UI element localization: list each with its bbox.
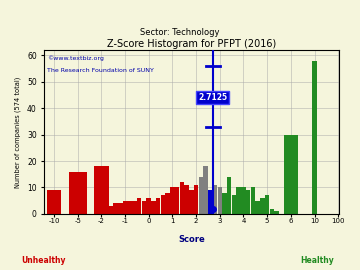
Text: ©www.textbiz.org: ©www.textbiz.org bbox=[48, 55, 104, 61]
Bar bbox=[123, 201, 127, 214]
Bar bbox=[132, 201, 137, 214]
Text: 2.7125: 2.7125 bbox=[198, 93, 228, 102]
Bar bbox=[161, 195, 165, 214]
Bar bbox=[170, 187, 175, 214]
Y-axis label: Number of companies (574 total): Number of companies (574 total) bbox=[15, 76, 22, 188]
Bar bbox=[184, 185, 189, 214]
Bar bbox=[217, 187, 222, 214]
Bar bbox=[137, 198, 141, 214]
Bar bbox=[203, 166, 208, 214]
Bar bbox=[108, 206, 113, 214]
Bar bbox=[265, 195, 269, 214]
Bar bbox=[199, 177, 203, 214]
X-axis label: Score: Score bbox=[178, 235, 205, 244]
Text: The Research Foundation of SUNY: The Research Foundation of SUNY bbox=[48, 68, 154, 73]
Bar bbox=[156, 198, 161, 214]
Bar bbox=[69, 172, 87, 214]
Bar bbox=[180, 182, 184, 214]
Bar bbox=[255, 201, 260, 214]
Bar bbox=[165, 193, 170, 214]
Bar bbox=[227, 177, 231, 214]
Bar bbox=[151, 201, 156, 214]
Bar bbox=[189, 190, 194, 214]
Bar bbox=[270, 209, 274, 214]
Text: Unhealthy: Unhealthy bbox=[21, 256, 66, 265]
Bar bbox=[194, 185, 198, 214]
Bar bbox=[127, 201, 132, 214]
Bar bbox=[311, 61, 318, 214]
Bar bbox=[47, 190, 61, 214]
Bar bbox=[237, 187, 241, 214]
Bar bbox=[113, 203, 118, 214]
Bar bbox=[241, 187, 246, 214]
Bar bbox=[118, 203, 122, 214]
Bar bbox=[251, 187, 255, 214]
Bar bbox=[274, 211, 279, 214]
Title: Z-Score Histogram for PFPT (2016): Z-Score Histogram for PFPT (2016) bbox=[107, 39, 276, 49]
Bar bbox=[222, 193, 227, 214]
Bar bbox=[260, 198, 265, 214]
Bar bbox=[213, 185, 217, 214]
Bar bbox=[284, 135, 298, 214]
Bar bbox=[147, 198, 151, 214]
Bar bbox=[104, 187, 108, 214]
Bar bbox=[94, 166, 109, 214]
Text: Sector: Technology: Sector: Technology bbox=[140, 28, 220, 37]
Bar bbox=[175, 187, 179, 214]
Text: Healthy: Healthy bbox=[300, 256, 334, 265]
Bar bbox=[232, 195, 236, 214]
Bar bbox=[246, 190, 251, 214]
Bar bbox=[208, 190, 212, 214]
Bar bbox=[142, 201, 146, 214]
